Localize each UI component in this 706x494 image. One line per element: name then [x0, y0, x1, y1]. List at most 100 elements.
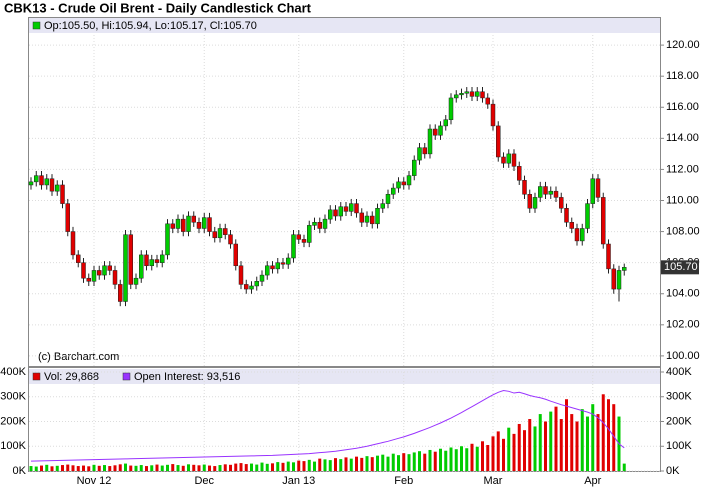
- volume-bar: [307, 459, 311, 471]
- volume-bar: [297, 460, 301, 471]
- volume-bar: [554, 406, 558, 471]
- candle-body: [328, 209, 333, 220]
- candle-body: [438, 125, 443, 136]
- candle-body: [359, 212, 364, 223]
- candle-body: [496, 125, 501, 158]
- volume-bar: [538, 414, 542, 471]
- candle-body: [181, 218, 186, 232]
- volume-bar: [418, 451, 421, 471]
- volume-bar: [292, 462, 295, 471]
- volume-bar: [103, 465, 106, 471]
- candle-body: [317, 222, 322, 229]
- candle-body: [349, 203, 354, 212]
- candle-body: [280, 262, 286, 265]
- volume-bar: [349, 458, 353, 471]
- volume-bar: [412, 452, 416, 471]
- candle-body: [249, 285, 254, 290]
- volume-bar: [512, 433, 516, 471]
- candle-body: [475, 91, 480, 97]
- volume-bar: [50, 466, 54, 471]
- candle-body: [286, 257, 291, 265]
- volume-bar: [544, 421, 547, 471]
- y-tick-label: 100.00: [666, 350, 700, 362]
- candle-body: [144, 254, 149, 267]
- volume-bar: [596, 414, 600, 471]
- candle-body: [170, 223, 175, 229]
- volume-bar: [502, 438, 505, 471]
- candle-body: [175, 218, 181, 229]
- candle-body: [553, 190, 559, 198]
- volume-legend: Vol: 29,868: [44, 371, 99, 383]
- y2-tick-label: 200K: [666, 415, 692, 427]
- candle-body: [595, 178, 601, 198]
- candle-body: [569, 222, 574, 229]
- candle-body: [254, 281, 259, 287]
- y-tick-label: 120.00: [666, 39, 700, 51]
- candle-body: [301, 239, 307, 243]
- candle-body: [322, 218, 328, 229]
- volume-bar: [113, 465, 117, 471]
- price-panel: [28, 17, 661, 367]
- volume-bar: [160, 465, 164, 471]
- x-tick-label: Jan 13: [282, 475, 315, 487]
- volume-bar: [601, 394, 605, 471]
- candle-body: [522, 180, 527, 195]
- x-tick-label: Dec: [194, 475, 214, 487]
- volume-bar: [586, 416, 589, 471]
- legend-marker: [32, 21, 41, 30]
- candle-body: [28, 181, 34, 186]
- candle-body: [443, 119, 448, 127]
- volume-bar: [386, 456, 390, 471]
- candle-body: [433, 128, 438, 136]
- candle-body: [412, 159, 417, 176]
- volume-bar: [444, 450, 448, 471]
- volume-bar: [55, 465, 59, 471]
- candle-body: [118, 284, 123, 302]
- candle-body: [91, 270, 97, 282]
- volume-bar: [45, 464, 49, 471]
- volume-bar: [286, 461, 290, 471]
- candle-body: [55, 184, 60, 192]
- candle-body: [60, 184, 65, 204]
- candle-body: [538, 186, 543, 198]
- volume-bar: [318, 458, 322, 471]
- candle-body: [585, 203, 590, 229]
- candle-body: [548, 190, 553, 195]
- volume-bar: [533, 426, 537, 471]
- volume-bar: [213, 466, 217, 471]
- volume-bar: [486, 445, 490, 471]
- volume-bar: [334, 458, 337, 471]
- y-tick-label: 116.00: [666, 101, 699, 113]
- y-tick-label: 114.00: [666, 132, 699, 144]
- candle-body: [186, 215, 191, 232]
- candle-body: [270, 265, 275, 270]
- volume-bar: [281, 462, 285, 471]
- volume-bar: [302, 461, 306, 471]
- y-tick-label: 108.00: [666, 225, 700, 237]
- candle-body: [601, 197, 606, 245]
- volume-bar: [496, 431, 500, 471]
- candle-body: [275, 262, 280, 270]
- candle-body: [364, 215, 370, 223]
- volume-bar: [239, 463, 243, 471]
- x-tick-label: Nov 12: [77, 475, 112, 487]
- candle-body: [149, 259, 154, 267]
- volume-bar: [465, 448, 469, 471]
- volume-bar: [40, 465, 43, 471]
- candle-body: [380, 203, 385, 209]
- volume-bar: [423, 453, 427, 471]
- volume-bar: [570, 414, 574, 471]
- y-tick-label: 112.00: [666, 163, 699, 175]
- y2-tick-label: 300K: [666, 391, 692, 403]
- candle-body: [375, 208, 380, 225]
- candle-body: [112, 270, 118, 285]
- candle-body: [102, 265, 107, 276]
- volume-bar: [29, 466, 33, 471]
- candle-body: [296, 234, 301, 240]
- volume-bar: [76, 466, 80, 471]
- candle-body: [391, 187, 396, 195]
- candle-body: [401, 181, 406, 186]
- volume-bar: [250, 463, 253, 471]
- volume-bar: [360, 457, 364, 471]
